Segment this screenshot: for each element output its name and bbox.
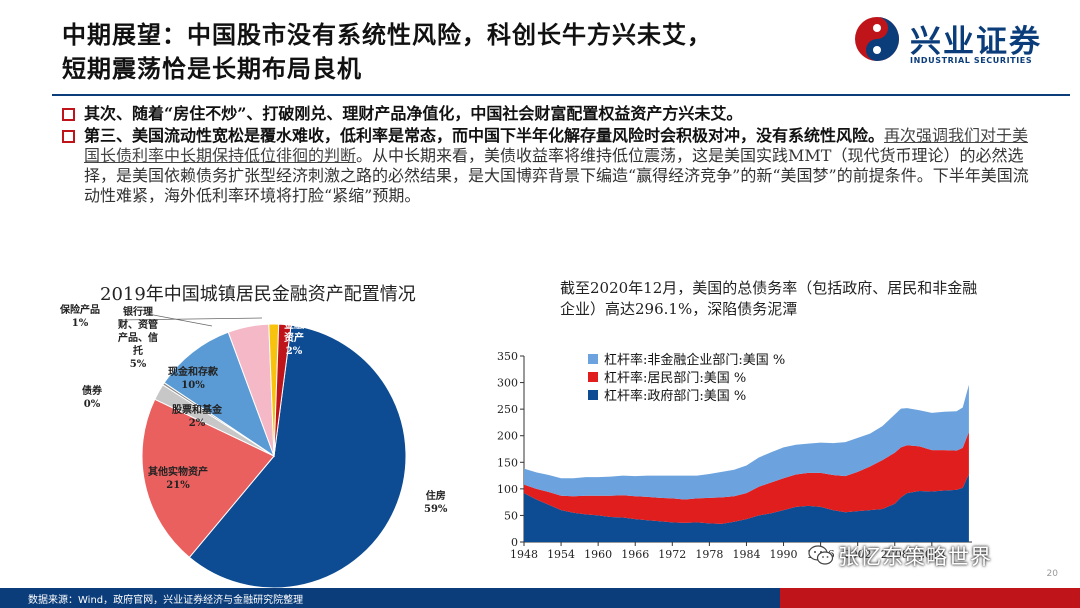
pie-slice-7 (273, 323, 292, 457)
bullet-square-icon (62, 108, 75, 121)
y-tick-label: 100 (497, 483, 518, 496)
page-title: 中期展望：中国股市没有系统性风险，科创长牛方兴未艾， 短期震荡恰是长期布局良机 (62, 18, 822, 86)
legend-swatch-2 (588, 354, 598, 364)
legend-label-2: 杠杆率:非金融企业部门:美国 % (604, 352, 785, 368)
pie-leader-line-0 (147, 313, 213, 327)
x-tick-label: 1948 (510, 548, 538, 561)
logo-text: 兴业证券 (910, 24, 1042, 60)
pie-label-cash: 现金和存款 10% (168, 367, 218, 391)
legend-swatch-0 (588, 390, 598, 400)
legend-swatch-1 (588, 372, 598, 382)
pie-label-insurance: 保险产品 1% (60, 305, 100, 329)
bullet-item-1: 其次、随着“房住不炒”、打破刚兑、理财产品净值化，中国社会财富配置权益资产方兴未… (62, 104, 1042, 124)
y-tick-label: 300 (497, 377, 518, 390)
title-line-1: 中期展望：中国股市没有系统性风险，科创长牛方兴未艾， (62, 20, 712, 49)
bullet-item-2: 第三、美国流动性宽松是覆水难收，低利率是常态，而中国下半年化解存量风险时会积极对… (62, 126, 1042, 206)
x-tick-label: 1978 (695, 548, 723, 561)
pie-chart (117, 313, 407, 588)
footer-accent (780, 588, 1080, 608)
x-tick-label: 1966 (621, 548, 649, 561)
pie-label-housing: 住房 59% (424, 491, 448, 515)
watermark-text: 张忆东策略世界 (838, 545, 992, 569)
bullet-text-1: 其次、随着“房住不炒”、打破刚兑、理财产品净值化，中国社会财富配置权益资产方兴未… (84, 104, 743, 123)
bullet-list: 其次、随着“房住不炒”、打破刚兑、理财产品净值化，中国社会财富配置权益资产方兴未… (62, 104, 1042, 208)
area-chart: 0 50 100 150 200 250 300 350 1948 1954 1960 1966 197… (497, 350, 972, 561)
pie-slice-4 (163, 331, 276, 458)
x-tick-label: 1990 (770, 548, 798, 561)
x-tick-label: 1960 (584, 548, 612, 561)
company-logo: 兴业证券 INDUSTRIAL SECURITIES (852, 14, 1067, 72)
x-tick-label: 2002 (844, 548, 872, 561)
footer-source: 数据来源：Wind，政府官网，兴业证券经济与金融研究院整理 (28, 595, 304, 606)
wechat-icon (808, 545, 834, 565)
area-series-0 (524, 473, 969, 542)
legend-label-0: 杠杆率:政府部门:美国 % (604, 388, 746, 404)
pie-leader-line-1 (117, 317, 263, 321)
x-tick-label: 1972 (658, 548, 686, 561)
y-tick-label: 50 (504, 509, 518, 522)
x-tick-label: 2008 (881, 548, 909, 561)
bullet-text-2-bold: 第三、美国流动性宽松是覆水难收，低利率是常态，而中国下半年化解存量风险时会积极对… (84, 126, 885, 145)
x-tick-label: 1954 (547, 548, 575, 561)
x-tick-label: 1984 (732, 548, 760, 561)
header-divider (52, 94, 1070, 96)
title-line-2: 短期震荡恰是长期布局良机 (62, 54, 362, 83)
logo-mark-icon (855, 17, 899, 61)
x-tick-label: 2014 (918, 548, 946, 561)
y-tick-label: 0 (511, 536, 518, 549)
y-tick-label: 200 (497, 430, 518, 443)
bullet-text-2-rest: 。从中长期来看，美债收益率将维持低位震荡，这是美国实践MMT（现代货币理论）的必… (84, 146, 1029, 205)
pie-label-other-physical: 其他实物资产 21% (148, 467, 208, 491)
pie-label-stocks-funds: 股票和基金 2% (172, 405, 222, 429)
area-series-1 (524, 431, 969, 524)
area-series-2 (524, 384, 969, 500)
y-tick-label: 250 (497, 403, 518, 416)
y-tick-label: 150 (497, 456, 518, 469)
y-tick-label: 350 (497, 350, 518, 363)
pie-slice-1 (141, 398, 275, 559)
page-number: 20 (1046, 569, 1058, 579)
pie-label-bonds: 债券 0% (82, 386, 102, 410)
legend-label-1: 杠杆率:居民部门:美国 % (604, 370, 746, 386)
pie-slice-0 (188, 324, 407, 588)
bullet-square-icon (62, 130, 75, 143)
area-chart-title: 截至2020年12月，美国的总债务率（包括政府、居民和非金融企业）高达296.1… (560, 279, 978, 318)
logo-subtext: INDUSTRIAL SECURITIES (910, 56, 1033, 65)
bullet-text-2-underline: 再次强调我们对于美国长债利率中长期保持低位徘徊的判断 (84, 126, 1029, 165)
pie-label-wealth-mgmt: 银行理财、资管产品、信托 5% (118, 307, 158, 370)
pie-chart-title: 2019年中国城镇居民金融资产配置情况 (100, 284, 416, 305)
pie-label-other-financial: 其他金融资产 2% (284, 307, 304, 357)
